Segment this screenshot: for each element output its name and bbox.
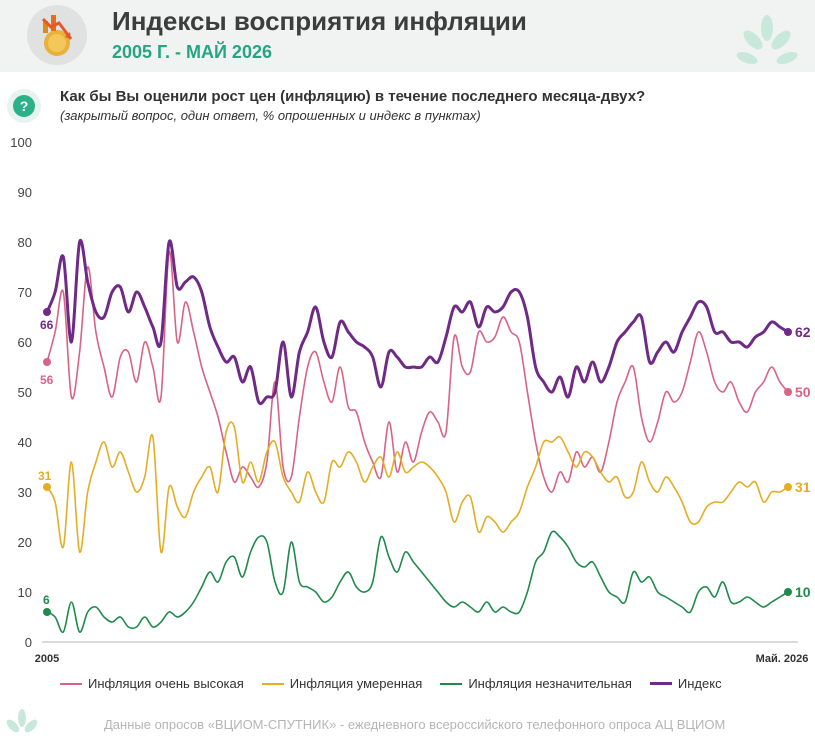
leaf-decoration-icon bbox=[2, 708, 42, 745]
question-note: (закрытый вопрос, один ответ, % опрошенн… bbox=[60, 108, 481, 123]
series-end-point-0 bbox=[784, 388, 792, 396]
series-end-label-3: 62 bbox=[795, 324, 811, 340]
series-end-label-0: 50 bbox=[795, 384, 811, 400]
page-title: Индексы восприятия инфляции bbox=[112, 6, 527, 36]
legend-swatch-insignificant bbox=[440, 682, 463, 685]
legend-swatch-moderate bbox=[261, 682, 284, 685]
series-start-point-3 bbox=[43, 308, 51, 316]
y-tick-label: 90 bbox=[18, 185, 32, 200]
y-tick-label: 40 bbox=[18, 435, 32, 450]
series-end-label-2: 10 bbox=[795, 584, 811, 600]
series-line-1 bbox=[46, 421, 789, 554]
legend-label-insignificant: Инфляция незначительная bbox=[468, 676, 632, 691]
y-tick-label: 50 bbox=[18, 385, 32, 400]
legend-item-very-high: Инфляция очень высокая bbox=[60, 676, 244, 691]
legend-label-very-high: Инфляция очень высокая bbox=[88, 676, 244, 691]
series-start-point-0 bbox=[43, 358, 51, 366]
series-start-label-2: 6 bbox=[43, 593, 50, 607]
legend-swatch-index bbox=[649, 682, 672, 685]
y-tick-label: 20 bbox=[18, 535, 32, 550]
chart: 0 10 20 30 40 50 60 70 80 90 100 2005 Май. 2026 56 50 3… bbox=[10, 135, 811, 665]
question-text: Как бы Вы оценили рост цен (инфляцию) в … bbox=[60, 88, 646, 105]
series-line-0 bbox=[46, 251, 789, 493]
leaves-decoration-icon bbox=[727, 10, 807, 75]
inflation-logo-icon bbox=[27, 5, 87, 65]
x-tick-label: 2005 bbox=[35, 653, 59, 665]
y-tick-label: 100 bbox=[10, 135, 32, 150]
y-tick-label: 80 bbox=[18, 235, 32, 250]
legend-item-index: Индекс bbox=[649, 676, 722, 691]
source-note: Данные опросов «ВЦИОМ-СПУТНИК» - ежеднев… bbox=[104, 717, 726, 732]
series-end-point-3 bbox=[784, 328, 792, 336]
y-tick-label: 70 bbox=[18, 285, 32, 300]
legend: Инфляция очень высокая Инфляция умеренна… bbox=[60, 676, 740, 691]
y-tick-label: 60 bbox=[18, 335, 32, 350]
legend-swatch-very-high bbox=[60, 682, 82, 685]
y-tick-label: 0 bbox=[25, 635, 32, 650]
y-tick-label: 30 bbox=[18, 485, 32, 500]
series-start-point-2 bbox=[43, 608, 51, 616]
legend-item-insignificant: Инфляция незначительная bbox=[440, 676, 632, 691]
series-start-label-0: 56 bbox=[40, 373, 54, 387]
series-line-2 bbox=[46, 530, 789, 634]
svg-text:?: ? bbox=[20, 98, 29, 114]
question-icon: ? bbox=[6, 88, 42, 129]
legend-item-moderate: Инфляция умеренная bbox=[261, 676, 423, 691]
series-end-point-1 bbox=[784, 483, 792, 491]
header: Индексы восприятия инфляции 2005 Г. - МА… bbox=[0, 0, 815, 72]
x-tick-label: Май. 2026 bbox=[756, 653, 809, 665]
series-end-label-1: 31 bbox=[795, 479, 811, 495]
series-end-point-2 bbox=[784, 588, 792, 596]
page-subtitle: 2005 Г. - МАЙ 2026 bbox=[112, 42, 272, 62]
legend-label-index: Индекс bbox=[677, 676, 722, 691]
series-start-label-1: 31 bbox=[38, 469, 52, 483]
series-line-3 bbox=[45, 238, 790, 406]
y-tick-label: 10 bbox=[18, 585, 32, 600]
series-start-point-1 bbox=[43, 483, 51, 491]
series-start-label-3: 66 bbox=[40, 318, 54, 332]
legend-label-moderate: Инфляция умеренная bbox=[289, 676, 423, 691]
